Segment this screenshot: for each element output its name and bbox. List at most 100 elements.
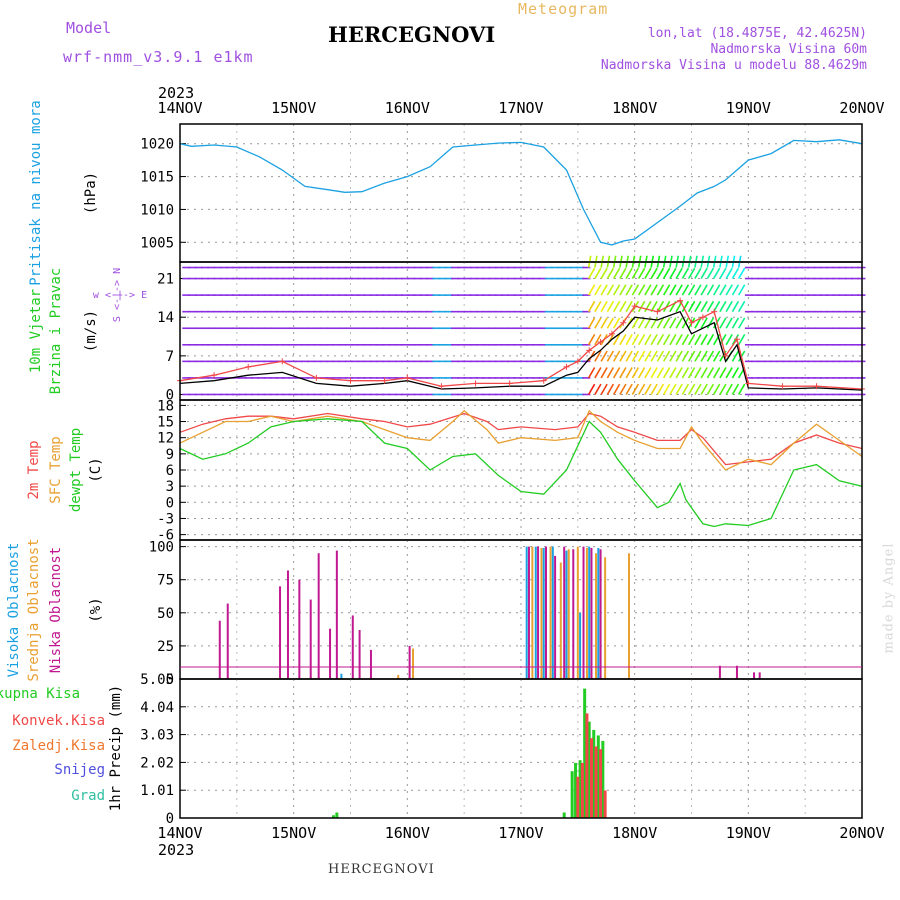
wind-vector <box>644 267 652 279</box>
bar-cloud_low <box>582 546 585 679</box>
wind-vector <box>600 284 608 296</box>
precip-legend-item: Snijeg <box>54 762 105 778</box>
wind-vector <box>694 284 702 296</box>
wind-vector <box>612 317 621 329</box>
wind-vector <box>737 334 746 346</box>
wind-vector <box>675 267 683 279</box>
y-tick-label: 0 <box>166 495 174 511</box>
wind-vector <box>700 334 708 346</box>
wind-vector <box>619 267 627 279</box>
wind-vector <box>725 284 733 296</box>
series-line-temp_2m <box>179 412 863 466</box>
station-title: HERCEGNOVI <box>328 22 496 47</box>
wind-vector <box>619 367 627 379</box>
panel-pressure: 1005 1010 1015 1020 <box>140 123 863 263</box>
bar-cloud_low <box>545 546 548 679</box>
wind-vector <box>606 284 615 296</box>
bar-cloud_mid <box>627 553 630 679</box>
gust-marker <box>733 336 740 343</box>
y-tick-label: 9 <box>166 447 174 463</box>
precip-legend-item: Ukupna Kisa <box>0 686 80 702</box>
wind-vector <box>700 300 708 313</box>
bar-cloud_high <box>551 546 554 679</box>
bar-precip_conv <box>576 776 580 818</box>
wind-vector <box>719 367 727 379</box>
panel-frame <box>179 539 863 680</box>
wind-vector <box>662 350 671 362</box>
cloud-high-axis-label: Visoka Oblacnost <box>6 543 22 678</box>
bar-precip_total <box>592 729 596 818</box>
top-date-label: 18NOV <box>612 99 657 117</box>
wind-vector <box>675 284 683 296</box>
wind-vector <box>700 383 708 395</box>
wind-vector <box>725 367 733 379</box>
wind-vector <box>725 267 733 279</box>
y-tick-label: -6 <box>157 528 174 544</box>
bar-cloud_mid <box>531 546 534 679</box>
wind-vector <box>637 334 646 346</box>
wind-vector <box>706 383 715 395</box>
y-tick-label: 75 <box>157 573 174 589</box>
wind-vector <box>644 300 652 313</box>
wind-vector <box>725 383 733 395</box>
wind-vector <box>600 367 608 379</box>
wind-vector <box>606 350 615 362</box>
wind-vector <box>625 300 633 313</box>
wind-vector <box>619 334 627 346</box>
bar-cloud_mid <box>595 553 598 679</box>
top-date-label: 19NOV <box>726 99 771 117</box>
wind-vector <box>644 367 652 379</box>
series-line-gust <box>179 299 863 390</box>
bar-cloud_low <box>298 579 301 679</box>
bar-cloud_low <box>572 549 575 679</box>
wind-vector <box>662 317 671 329</box>
model-name: wrf-nmm_v3.9.1 e1km <box>63 48 254 66</box>
wind-vector <box>662 267 671 279</box>
wind-vector <box>631 383 640 395</box>
gust-marker <box>404 374 411 381</box>
wind-vector <box>606 300 615 313</box>
wind-vector <box>719 267 727 279</box>
wind-vector <box>656 334 665 346</box>
top-date-label: 20NOV <box>839 99 884 117</box>
bar-cloud_low <box>218 620 221 679</box>
bar-cloud_mid <box>540 547 543 679</box>
bar-cloud_low <box>279 586 282 679</box>
series-line-temp_dew <box>179 418 863 528</box>
wind-vector <box>587 300 596 313</box>
wind-vector <box>700 267 708 279</box>
wind-vector <box>600 350 608 362</box>
wind-vector <box>706 284 715 296</box>
bar-cloud_low <box>599 549 602 679</box>
wind-vector <box>631 267 640 279</box>
wind-vector <box>637 300 646 313</box>
wind-vector <box>637 317 646 329</box>
bar-precip_total <box>562 812 566 818</box>
y-tick-label: 6 <box>166 463 174 479</box>
wind-vector <box>637 350 646 362</box>
wind-vector <box>675 350 683 362</box>
y-tick-label: 4.04 <box>140 700 174 716</box>
station-coordinates: lon,lat (18.4875E, 42.4625N) <box>647 26 867 41</box>
wind-vector <box>656 383 665 395</box>
y-tick-label: 2.02 <box>140 755 174 771</box>
temp-dew-axis-label: dewpt Temp <box>68 428 84 512</box>
wind-vector <box>700 367 708 379</box>
wind-vector <box>706 300 715 313</box>
wind-vector <box>706 267 715 279</box>
panel-frame <box>179 123 863 263</box>
wind-vector <box>681 350 690 362</box>
wind-vector <box>631 334 640 346</box>
wind-vector <box>656 350 665 362</box>
wind-vector <box>669 334 677 346</box>
bar-cloud_mid <box>397 675 400 679</box>
bar-cloud_low <box>554 555 557 679</box>
y-tick-label: 50 <box>157 606 174 622</box>
bar-cloud_high <box>565 550 568 679</box>
wind-vector <box>706 317 715 329</box>
wind-vector <box>606 383 615 395</box>
wind-vector <box>612 300 621 313</box>
y-tick-label: 1005 <box>140 235 174 251</box>
bar-cloud_low <box>718 665 721 679</box>
wind-vector <box>650 350 658 362</box>
